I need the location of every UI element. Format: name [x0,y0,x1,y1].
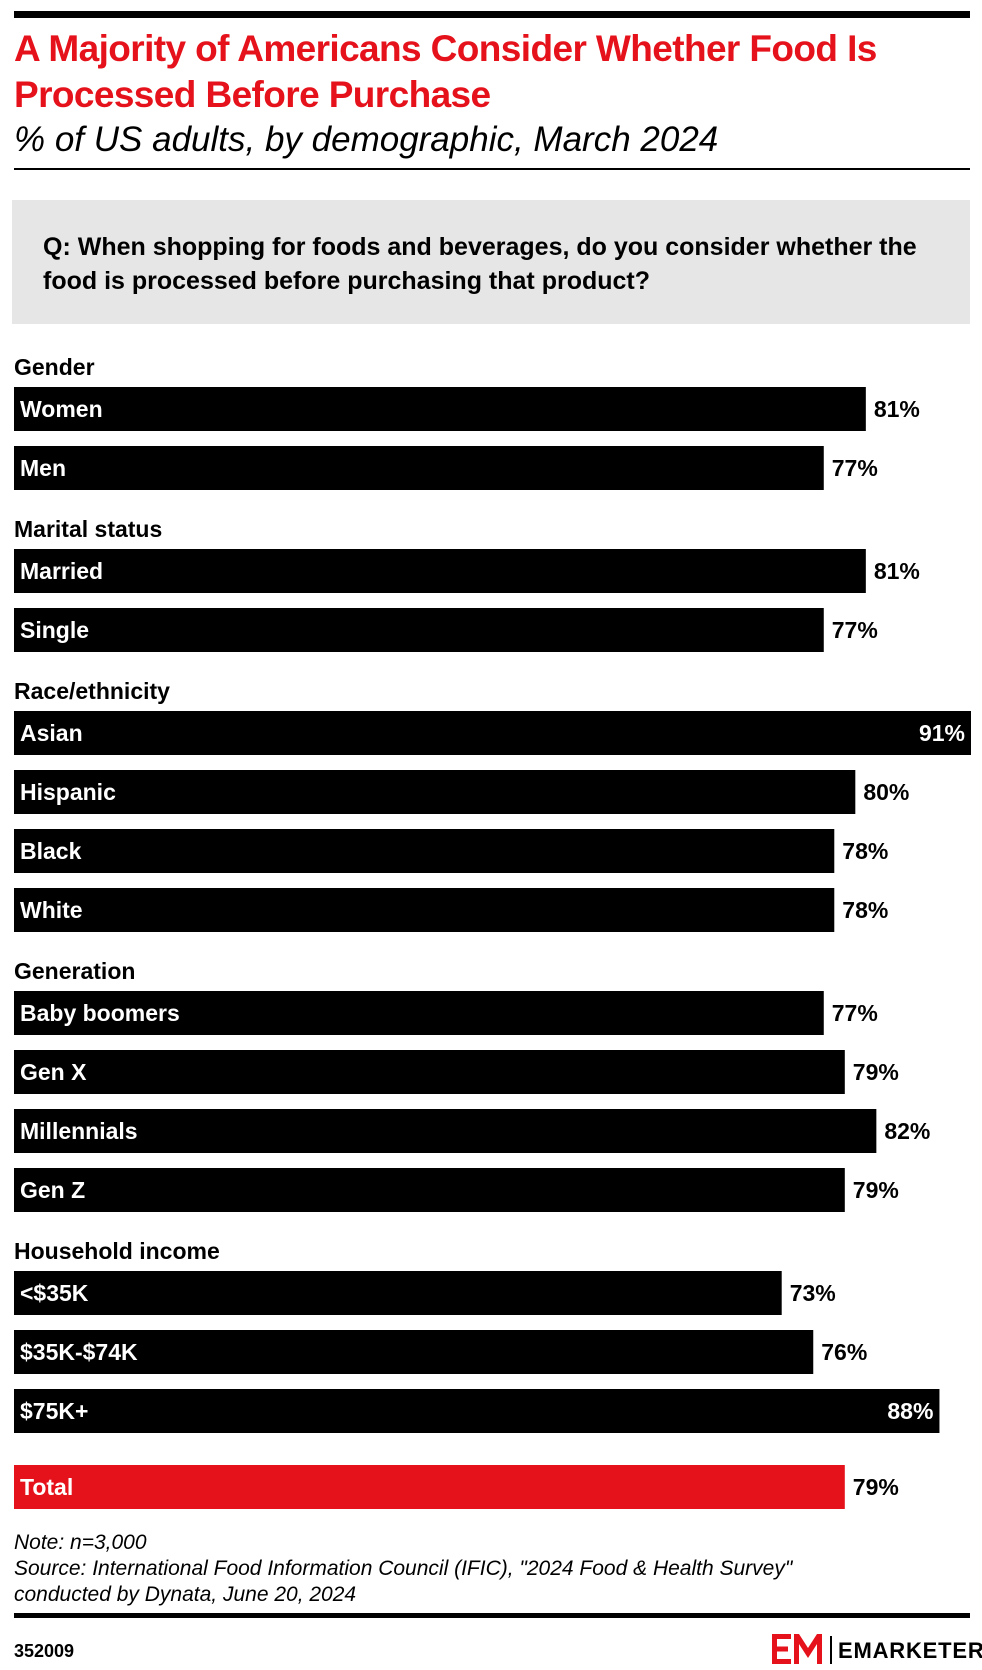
notes: Note: n=3,000 Source: International Food… [14,1530,964,1608]
top-rule [14,11,970,18]
bar-label: Asian [20,720,83,746]
bar-value: 81% [874,558,920,584]
bar-label: Men [20,455,66,481]
bar-bar [14,991,824,1035]
bar-label: Millennials [20,1118,138,1144]
bar-bar [14,770,856,814]
bar-value: 80% [863,779,909,805]
bar-value: 88% [887,1398,933,1424]
bar-value: 81% [874,396,920,422]
subtitle-rule [14,168,970,170]
logo-separator [830,1636,832,1664]
bar-value: 76% [821,1339,867,1365]
bar-value: 82% [884,1118,930,1144]
group-header: Race/ethnicity [14,678,170,704]
bar-label: Baby boomers [20,1000,180,1026]
bar-label: $35K-$74K [20,1339,138,1365]
bar-bar [14,1330,814,1374]
bar-bar [14,608,824,652]
bar-label: <$35K [20,1280,89,1306]
bottom-rule [14,1613,970,1618]
group-header: Marital status [14,516,162,542]
bar-value: 78% [842,897,888,923]
em-logo-icon [772,1634,822,1664]
bar-label: Hispanic [20,779,116,805]
bar-bar [14,711,971,755]
bar-bar [14,1050,845,1094]
bar-value: 79% [853,1177,899,1203]
total-bar [14,1465,845,1509]
bar-label: Black [20,838,82,864]
bar-value: 73% [790,1280,836,1306]
bar-bar [14,387,866,431]
bar-value: 79% [853,1059,899,1085]
total-value: 79% [853,1474,899,1500]
bar-value: 77% [832,617,878,643]
bar-value: 78% [842,838,888,864]
bar-chart: Gender Women 81% Men 77% Marital status Marrie… [14,354,971,1509]
group-header: Generation [14,958,135,984]
bar-bar [14,1389,940,1433]
bar-label: $75K+ [20,1398,88,1424]
question-text: Q: When shopping for foods and beverages… [43,233,917,295]
total-label: Total [20,1474,73,1500]
bar-bar [14,1271,782,1315]
bar-label: Gen Z [20,1177,85,1203]
group-header: Household income [14,1238,220,1264]
chart-id: 352009 [14,1641,75,1661]
bar-bar [14,888,835,932]
bar-label: Gen X [20,1059,87,1085]
source-text-line2: conducted by Dynata, June 20, 2024 [14,1583,357,1606]
source-text-line1: Source: International Food Information C… [14,1557,793,1580]
question-box: Q: When shopping for foods and beverages… [12,200,970,324]
bar-label: Single [20,617,89,643]
brand-name: EMARKETER [838,1638,982,1663]
bar-label: Women [20,396,103,422]
bar-bar [14,1168,845,1212]
bar-value: 91% [919,720,965,746]
note-text: Note: n=3,000 [14,1531,147,1554]
chart-subtitle: % of US adults, by demographic, March 20… [14,120,719,159]
bar-label: Married [20,558,103,584]
emarketer-logo: EMARKETER [772,1632,982,1666]
bar-bar [14,829,835,873]
bar-value: 77% [832,1000,878,1026]
bar-bar [14,1109,877,1153]
bar-value: 77% [832,455,878,481]
bar-bar [14,549,866,593]
bar-label: White [20,897,83,923]
group-header: Gender [14,354,95,380]
chart-title: A Majority of Americans Consider Whether… [14,28,877,115]
bar-bar [14,446,824,490]
